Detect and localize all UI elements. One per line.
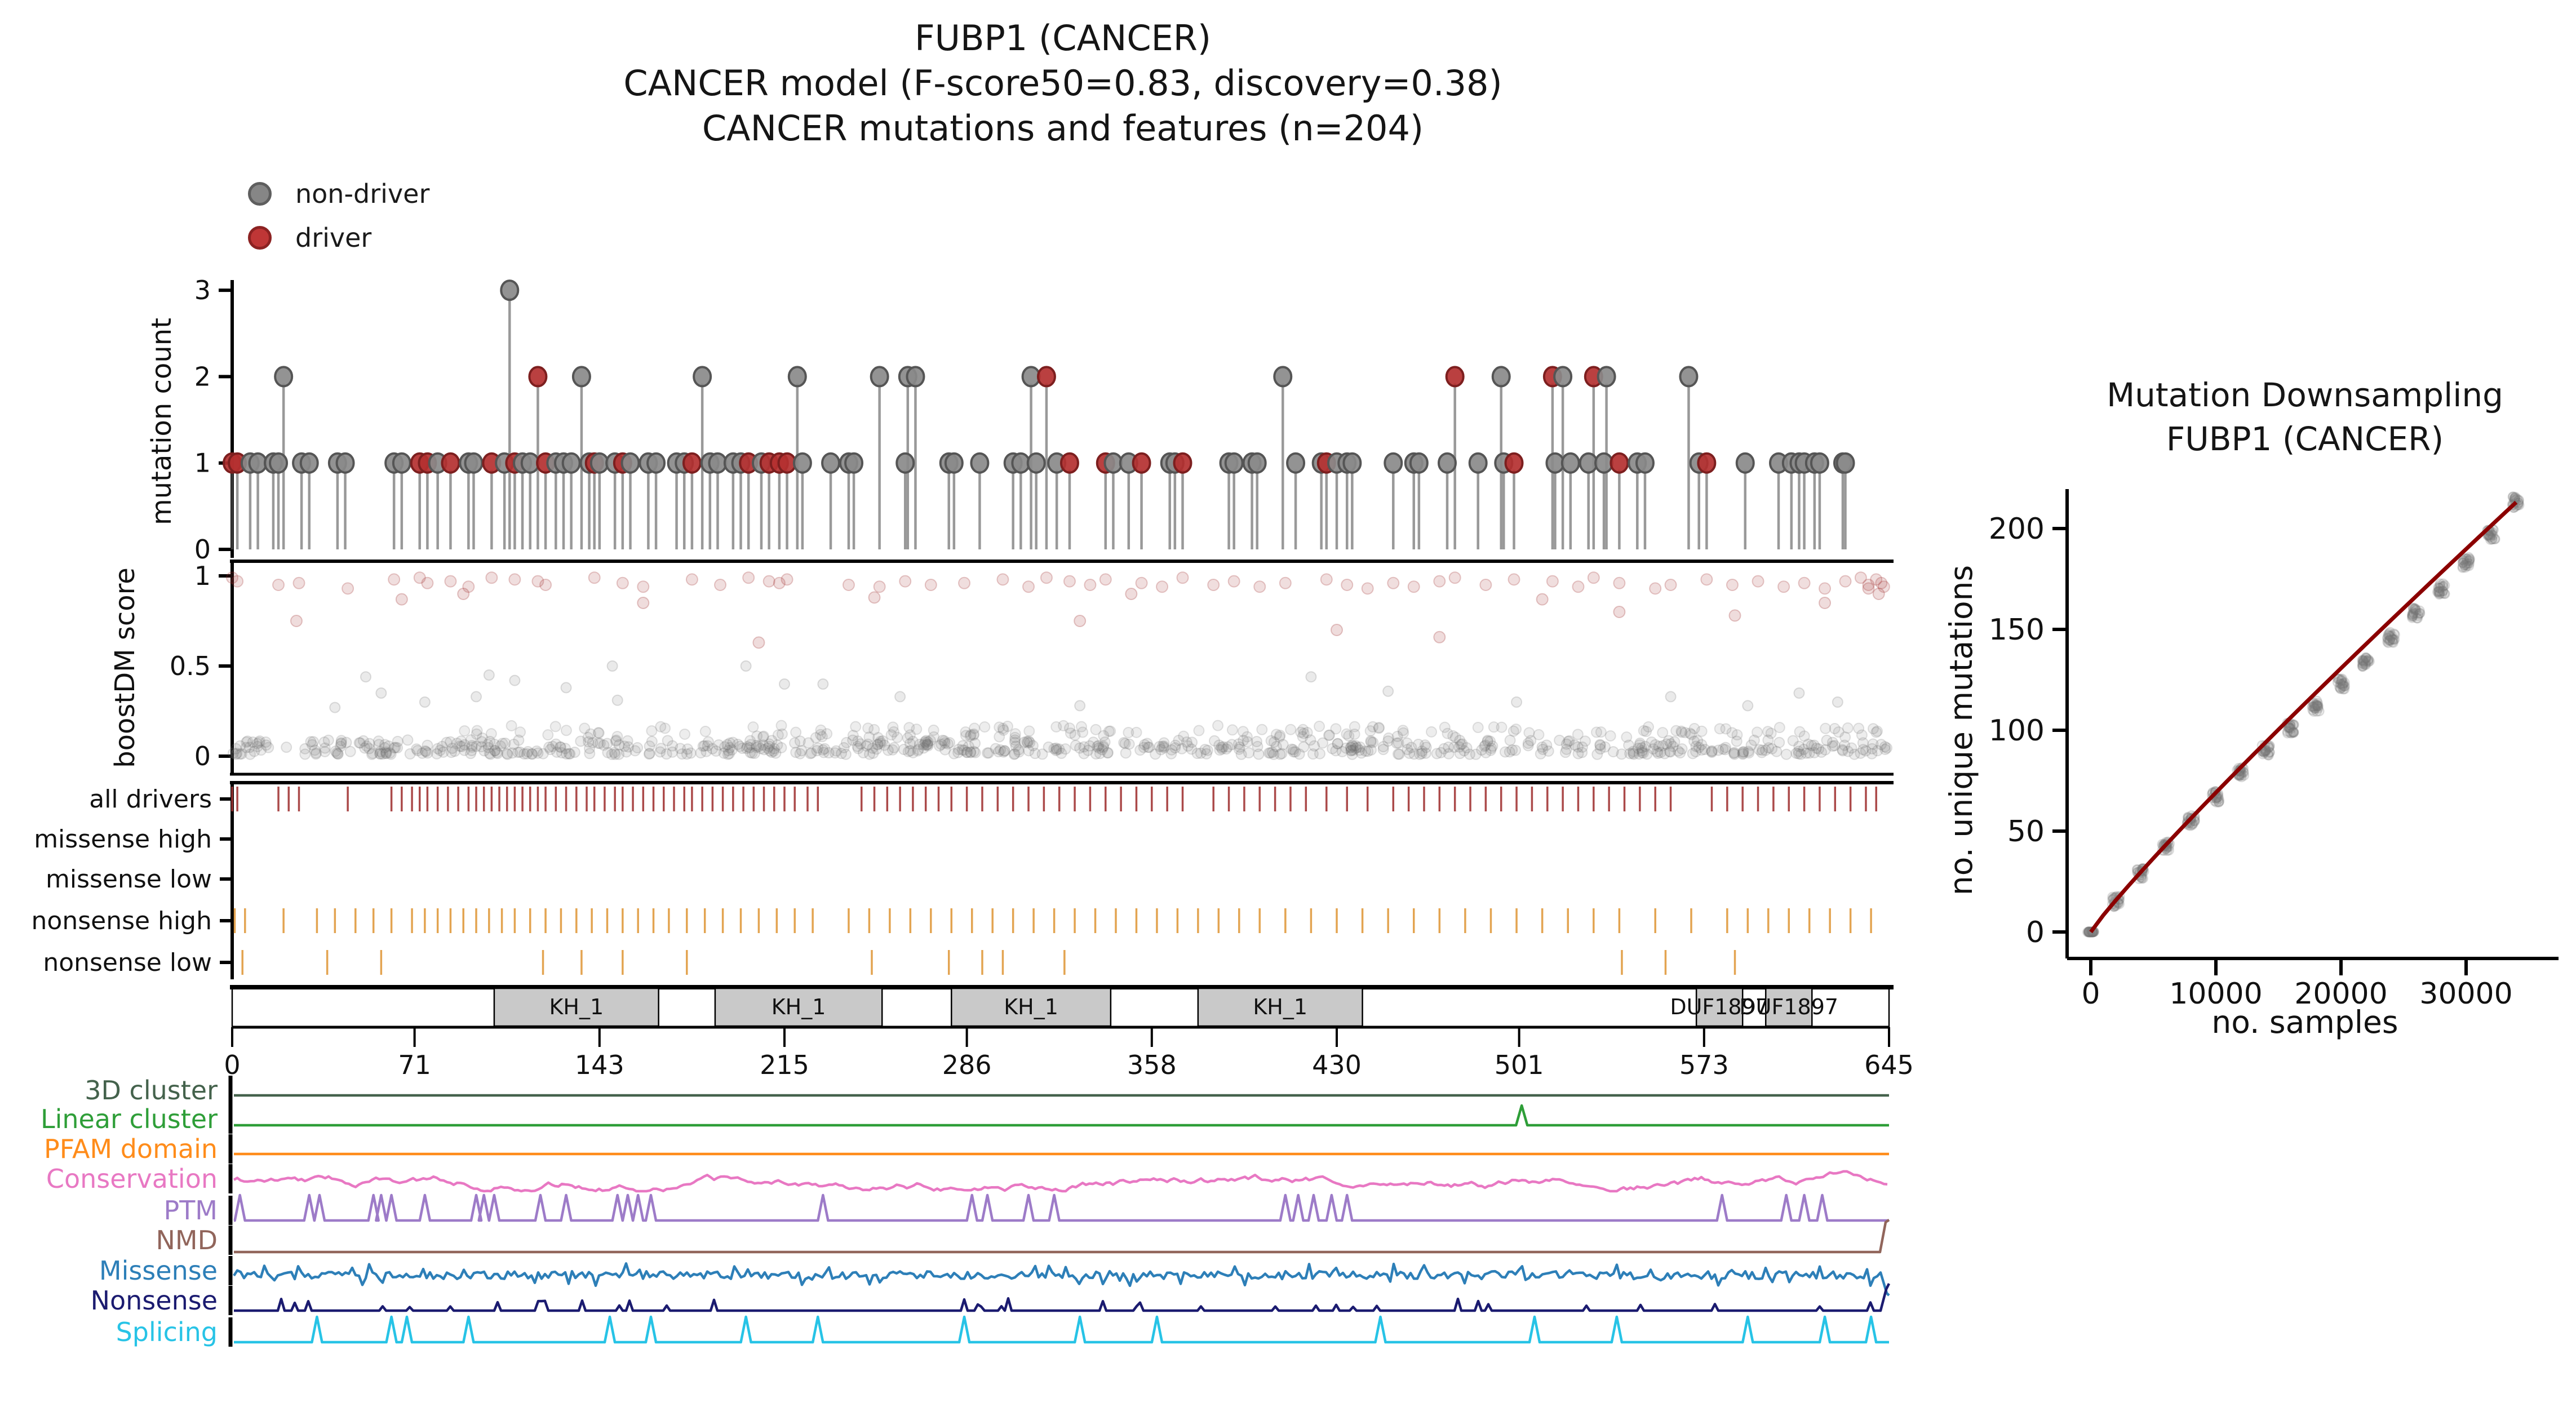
feature-label-missense: Missense bbox=[99, 1255, 218, 1286]
tick-label: KH_1 bbox=[772, 995, 826, 1019]
tick-label: 215 bbox=[760, 1050, 809, 1080]
tick-label: 143 bbox=[575, 1050, 624, 1080]
tick-label: 0 bbox=[2081, 977, 2100, 1011]
feature-label-ptm: PTM bbox=[163, 1195, 218, 1226]
tick-label: all drivers bbox=[89, 785, 212, 814]
tick-label: 573 bbox=[1679, 1050, 1729, 1080]
page-title: FUBP1 (CANCER) bbox=[914, 17, 1212, 59]
tick-label: 3 bbox=[194, 275, 211, 305]
tick-label: missense low bbox=[46, 865, 212, 894]
tick-label: 10000 bbox=[2169, 977, 2262, 1011]
tick-label: 20000 bbox=[2294, 977, 2387, 1011]
tick-label: missense high bbox=[34, 825, 212, 854]
feature-label-linear-cluster: Linear cluster bbox=[41, 1104, 218, 1134]
legend-item-driver: driver bbox=[248, 216, 429, 260]
tick-label: DUF1897 bbox=[1739, 995, 1838, 1019]
needle-plot: 0 1 2 3 bbox=[194, 275, 1894, 565]
legend-label: driver bbox=[295, 223, 372, 253]
tick-label: 50 bbox=[2007, 815, 2045, 849]
tick-label: KH_1 bbox=[549, 995, 604, 1019]
tick-label: 30000 bbox=[2419, 977, 2512, 1011]
driver-tick-tracks: all drivers missense high missense low nons… bbox=[32, 781, 1894, 979]
legend-item-non-driver: non-driver bbox=[248, 172, 429, 216]
tick-label: 645 bbox=[1864, 1050, 1914, 1080]
score-scatter: 10.50 bbox=[170, 561, 1894, 776]
driver-dot-icon bbox=[248, 226, 272, 250]
downsampling-plot: 0 50 100 150 200 0 10000 20000 30000 bbox=[1989, 489, 2559, 1011]
feature-label-conservation: Conservation bbox=[46, 1164, 218, 1194]
tick-label: nonsense high bbox=[32, 907, 212, 935]
tick-label: DUF1897 bbox=[1670, 995, 1769, 1019]
legend-label: non-driver bbox=[295, 179, 430, 209]
tick-label: nonsense low bbox=[43, 948, 212, 977]
tick-label: 0.5 bbox=[170, 651, 211, 681]
tick-label: 71 bbox=[398, 1050, 431, 1080]
feature-label-splicing: Splicing bbox=[116, 1317, 218, 1347]
subtitle-mutations: CANCER mutations and features (n=204) bbox=[702, 108, 1424, 149]
tick-label: 358 bbox=[1127, 1050, 1177, 1080]
tick-label: 100 bbox=[1989, 714, 2045, 748]
figure-title-block: FUBP1 (CANCER) CANCER model (F-score50=0… bbox=[232, 16, 1894, 151]
tick-label: 0 bbox=[194, 534, 211, 565]
tick-label: 0 bbox=[194, 741, 211, 771]
feature-label-3d-cluster: 3D cluster bbox=[85, 1075, 218, 1106]
downsampling-title: Mutation Downsampling FUBP1 (CANCER) bbox=[2063, 373, 2547, 461]
feature-label-pfam-domain: PFAM domain bbox=[44, 1134, 218, 1164]
downsampling-title-line2: FUBP1 (CANCER) bbox=[2166, 420, 2444, 458]
samples-axis-label: no. samples bbox=[2211, 1004, 2398, 1040]
feature-label-nonsense: Nonsense bbox=[91, 1285, 218, 1316]
tick-label: 0 bbox=[2026, 916, 2045, 949]
tick-label: 1 bbox=[194, 561, 211, 591]
tick-label: 150 bbox=[1989, 613, 2045, 647]
driver-legend: non-driver driver bbox=[248, 172, 429, 260]
tick-label: KH_1 bbox=[1253, 995, 1307, 1019]
tick-label: KH_1 bbox=[1004, 995, 1058, 1019]
tick-label: 200 bbox=[1989, 512, 2045, 546]
subtitle-model: CANCER model (F-score50=0.83, discovery=… bbox=[623, 63, 1502, 104]
tick-label: 430 bbox=[1312, 1050, 1362, 1080]
tick-label: 2 bbox=[194, 361, 211, 392]
tick-label: 0 bbox=[224, 1050, 240, 1080]
downsampling-title-line1: Mutation Downsampling bbox=[2107, 376, 2503, 414]
feature-label-nmd: NMD bbox=[156, 1225, 218, 1255]
protein-position-axis: 0 71 143 215 286 358 430 501 573 645 bbox=[224, 1026, 1914, 1080]
tick-label: 1 bbox=[194, 448, 211, 478]
tick-label: 501 bbox=[1495, 1050, 1544, 1080]
tick-label: 286 bbox=[942, 1050, 992, 1080]
non-driver-dot-icon bbox=[248, 182, 272, 206]
